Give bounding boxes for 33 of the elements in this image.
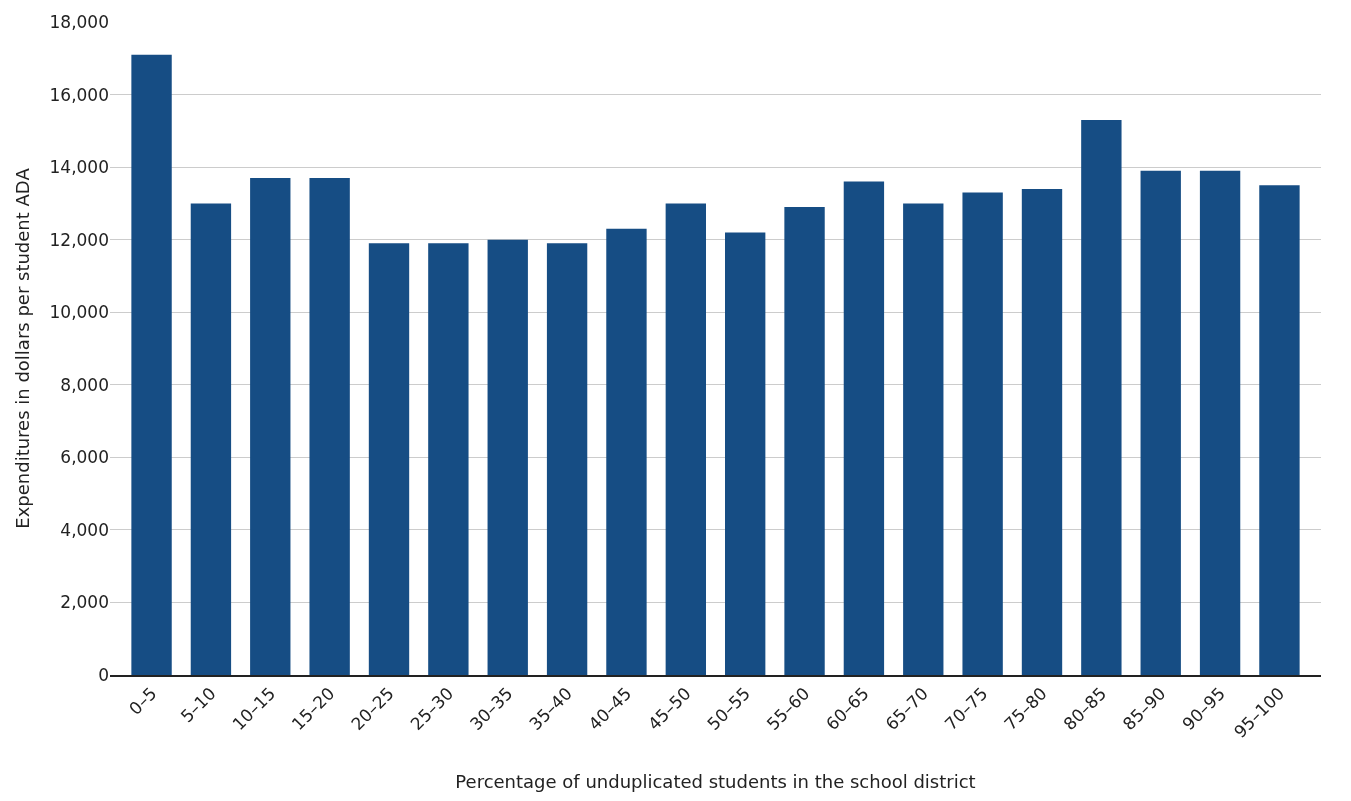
bar — [903, 203, 944, 675]
bar — [725, 232, 766, 675]
y-tick-label: 6,000 — [60, 447, 109, 468]
bar — [487, 239, 528, 675]
bar — [428, 243, 469, 675]
bar — [309, 177, 350, 675]
bar — [190, 203, 232, 675]
y-tick-label: 12,000 — [49, 229, 109, 250]
bar — [1140, 170, 1181, 675]
y-tick-label: 14,000 — [49, 157, 109, 178]
bar — [1081, 119, 1122, 675]
y-tick-label: 16,000 — [49, 84, 109, 105]
bar — [546, 243, 588, 675]
y-tick-label: 8,000 — [60, 374, 109, 395]
bar — [665, 203, 706, 675]
y-tick-label: 2,000 — [60, 592, 109, 613]
y-tick-label: 0 — [98, 664, 109, 685]
y-tick-label: 10,000 — [49, 302, 109, 323]
bar — [606, 228, 647, 675]
bar — [131, 54, 172, 675]
y-axis-title: Expenditures in dollars per student ADA — [11, 167, 33, 529]
bar — [843, 181, 885, 675]
x-axis-title: Percentage of unduplicated students in the school district — [455, 771, 976, 793]
bar — [1199, 170, 1241, 675]
y-tick-label: 18,000 — [49, 11, 109, 32]
y-tick-label: 4,000 — [60, 519, 109, 540]
bar — [962, 192, 1003, 675]
x-tick-label: 0–5 — [124, 683, 161, 719]
bar — [1259, 185, 1300, 675]
bar — [1021, 188, 1063, 675]
bar — [250, 177, 291, 675]
bar — [784, 207, 825, 675]
bar — [368, 243, 410, 675]
